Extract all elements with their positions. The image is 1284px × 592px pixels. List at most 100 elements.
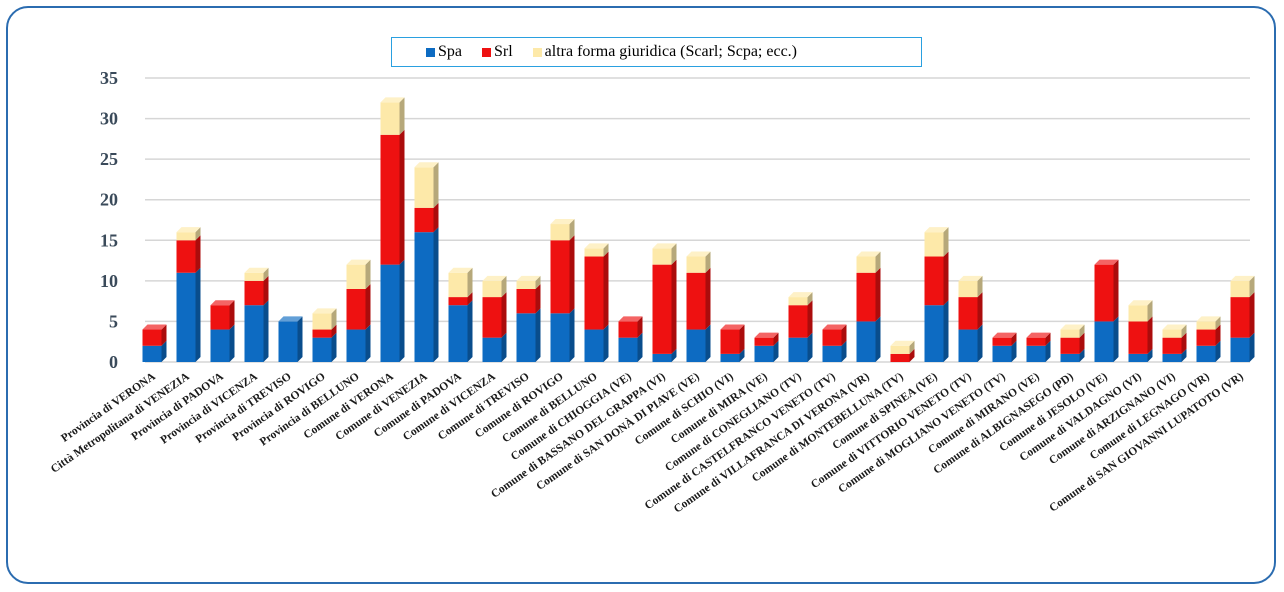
bar-side bbox=[977, 324, 983, 362]
bar-segment-srl bbox=[924, 256, 944, 306]
bar-top bbox=[890, 340, 915, 346]
bar-side bbox=[875, 251, 881, 273]
bar-side bbox=[603, 243, 609, 257]
bar-segment-altra bbox=[550, 224, 570, 241]
bar-side bbox=[365, 283, 371, 330]
bar-segment-srl bbox=[380, 134, 400, 265]
bar-segment-spa bbox=[550, 313, 570, 362]
bar-side bbox=[671, 348, 677, 362]
bar-stack bbox=[754, 332, 779, 362]
y-tick-label: 35 bbox=[100, 68, 118, 88]
legend: Spa Srl altra forma giuridica (Scarl; Sc… bbox=[391, 37, 922, 67]
bar-side bbox=[1215, 340, 1221, 362]
bar-segment-spa bbox=[584, 329, 604, 362]
bar-segment-spa bbox=[652, 353, 672, 362]
bar-segment-srl bbox=[788, 305, 808, 338]
legend-swatch-spa bbox=[426, 47, 435, 57]
bar-segment-altra bbox=[1128, 305, 1148, 322]
bar-side bbox=[263, 267, 269, 281]
bar-stack bbox=[516, 275, 541, 362]
bar-side bbox=[875, 267, 881, 322]
bar-segment-srl bbox=[856, 272, 876, 322]
bar-side bbox=[1249, 275, 1255, 298]
bar-top bbox=[346, 259, 371, 265]
bar-top bbox=[550, 219, 575, 225]
bar-stack bbox=[788, 292, 813, 362]
legend-swatch-srl bbox=[482, 47, 491, 57]
bar-segment-spa bbox=[448, 305, 468, 362]
bar-side bbox=[1215, 324, 1221, 346]
bar-segment-spa bbox=[278, 321, 298, 362]
bar-segment-altra bbox=[482, 280, 502, 298]
bar-side bbox=[1147, 300, 1153, 322]
bar-stack bbox=[1230, 275, 1255, 362]
bar-side bbox=[909, 340, 915, 354]
bar-segment-spa bbox=[244, 305, 264, 362]
bar-segment-srl bbox=[312, 329, 332, 338]
bar-segment-srl bbox=[1128, 321, 1148, 354]
bar-side bbox=[331, 332, 337, 362]
bar-top bbox=[788, 292, 813, 298]
bar-side bbox=[331, 308, 337, 330]
bar-segment-spa bbox=[788, 337, 808, 362]
bar-segment-altra bbox=[176, 232, 196, 241]
bar-segment-spa bbox=[958, 329, 978, 362]
bar-segment-spa bbox=[312, 337, 332, 362]
bar-side bbox=[263, 300, 269, 362]
bar-stack bbox=[1094, 259, 1119, 362]
bar-segment-spa bbox=[618, 337, 638, 362]
bar-side bbox=[739, 324, 745, 354]
bar-side bbox=[875, 316, 881, 362]
bar-stack bbox=[584, 243, 609, 362]
legend-label-altra: altra forma giuridica (Scarl; Scpa; ecc.… bbox=[544, 43, 797, 60]
bar-side bbox=[569, 308, 575, 362]
bar-stack bbox=[142, 324, 167, 362]
bar-side bbox=[569, 235, 575, 314]
bar-segment-srl bbox=[414, 207, 434, 233]
bar-top bbox=[448, 267, 473, 273]
bar-segment-spa bbox=[1230, 337, 1250, 362]
bar-top bbox=[1026, 332, 1051, 338]
bar-segment-srl bbox=[244, 280, 264, 306]
bar-top bbox=[1162, 324, 1187, 330]
bar-stack bbox=[1128, 300, 1153, 362]
chart-frame bbox=[6, 6, 1276, 584]
bar-segment-spa bbox=[516, 313, 536, 362]
bar-top bbox=[618, 316, 643, 322]
bar-stack bbox=[992, 332, 1017, 362]
bar-segment-altra bbox=[788, 297, 808, 306]
bar-segment-altra bbox=[584, 248, 604, 257]
bar-side bbox=[943, 300, 949, 362]
bar-side bbox=[705, 324, 711, 362]
bar-top bbox=[1060, 324, 1085, 330]
bar-segment-altra bbox=[924, 232, 944, 257]
bar-side bbox=[637, 316, 643, 338]
bar-stack bbox=[210, 300, 235, 362]
bar-segment-spa bbox=[1094, 321, 1114, 362]
bar-segment-altra bbox=[448, 272, 468, 298]
bar-side bbox=[433, 227, 439, 362]
bar-segment-srl bbox=[176, 240, 196, 273]
bar-side bbox=[671, 259, 677, 354]
bar-stack bbox=[176, 227, 201, 362]
bar-top bbox=[1128, 300, 1153, 306]
bar-segment-altra bbox=[380, 102, 400, 135]
bar-top bbox=[1094, 259, 1119, 265]
bar-segment-altra bbox=[346, 264, 366, 289]
bar-side bbox=[1215, 316, 1221, 330]
bar-segment-srl bbox=[1026, 337, 1046, 346]
bar-side bbox=[365, 259, 371, 289]
bar-side bbox=[433, 202, 439, 233]
bar-top bbox=[278, 316, 303, 322]
bar-side bbox=[977, 275, 983, 298]
bar-segment-srl bbox=[142, 329, 162, 346]
bar-side bbox=[535, 283, 541, 314]
bar-side bbox=[1147, 316, 1153, 354]
bar-stack bbox=[550, 219, 575, 362]
bar-side bbox=[433, 162, 439, 208]
bar-top bbox=[992, 332, 1017, 338]
bar-segment-spa bbox=[142, 345, 162, 362]
bar-stack bbox=[312, 308, 337, 362]
